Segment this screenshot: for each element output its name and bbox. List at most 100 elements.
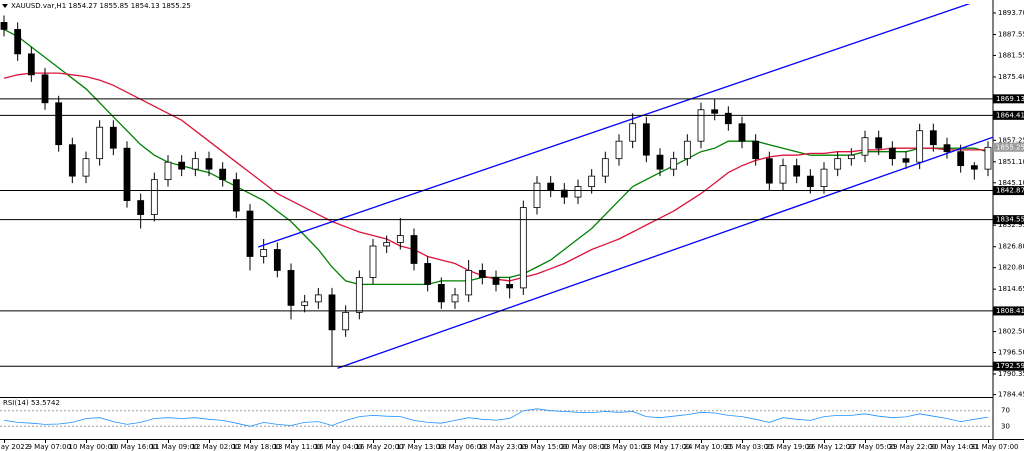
- level-label: 1792.59: [996, 362, 1024, 370]
- candle-body: [806, 175, 814, 188]
- candle-body: [793, 165, 801, 177]
- candle-body: [205, 158, 213, 170]
- rsi-tick-label: 70: [1001, 407, 1010, 415]
- candle-body: [656, 154, 664, 170]
- x-tick-label: 29 May 22:00: [889, 443, 937, 451]
- candle-body: [109, 126, 117, 149]
- candle-body: [875, 137, 883, 149]
- candle-body: [560, 189, 568, 198]
- level-label-box: [993, 215, 1024, 225]
- x-tick-label: 11 May 09:00: [151, 443, 199, 451]
- candle-body: [355, 277, 363, 313]
- plot-area: [0, 4, 993, 369]
- level-label: 1864.41: [996, 111, 1024, 119]
- candle-body: [929, 130, 937, 146]
- x-tick-label: 10 May 16:00: [110, 443, 158, 451]
- moving-average: [3, 72, 988, 282]
- x-tick-label: 9 May 07:00: [28, 443, 72, 451]
- candle-body: [328, 294, 336, 331]
- level-label-box: [993, 186, 1024, 196]
- candle-body: [711, 109, 719, 114]
- x-tick-label: 12 May 18:00: [233, 443, 281, 451]
- candle-body: [943, 144, 951, 153]
- candle-body: [191, 158, 199, 170]
- candle-body: [14, 29, 22, 55]
- y-tick-label: 1814.65: [998, 285, 1024, 293]
- candle-body: [55, 102, 63, 146]
- candle-body: [916, 130, 924, 163]
- y-tick-label: 1826.80: [998, 243, 1024, 251]
- candle-body: [547, 182, 555, 191]
- candle-body: [533, 182, 541, 208]
- candle-body: [123, 147, 131, 201]
- y-tick-label: 1857.25: [998, 136, 1024, 144]
- menu-arrow: [2, 4, 8, 8]
- candle-body: [574, 186, 582, 198]
- candle-body: [683, 140, 691, 160]
- candle-body: [834, 158, 842, 170]
- candle-body: [137, 200, 145, 215]
- y-tick-label: 1875.40: [998, 73, 1024, 81]
- candle-body: [437, 284, 445, 303]
- x-tick-label: 24 May 10:00: [684, 443, 732, 451]
- level-label-box: [993, 361, 1024, 371]
- candle-body: [164, 161, 172, 181]
- x-tick-label: 25 May 03:00: [725, 443, 773, 451]
- level-label: 1834.55: [996, 216, 1024, 224]
- level-label-box: [993, 94, 1024, 104]
- x-tick-label: 25 May 19:00: [766, 443, 814, 451]
- last-price-label: 1855.25: [996, 143, 1024, 151]
- x-tick-label: 13 May 11:00: [274, 443, 322, 451]
- candle-body: [68, 144, 76, 177]
- x-tick-label: 18 May 23:00: [479, 443, 527, 451]
- candle-body: [492, 277, 500, 285]
- x-tick-label: 23 May 01:00: [602, 443, 650, 451]
- level-label: 1869.13: [996, 95, 1024, 103]
- x-tick-label: 23 May 17:00: [643, 443, 691, 451]
- y-tick-label: 1893.70: [998, 9, 1024, 17]
- candle-body: [342, 311, 350, 331]
- trend-line: [257, 4, 971, 248]
- x-tick-label: 12 May 02:00: [192, 443, 240, 451]
- y-tick-label: 1832.95: [998, 221, 1024, 229]
- y-tick-label: 1802.50: [998, 328, 1024, 336]
- rsi-tick-label: 30: [1001, 422, 1010, 430]
- candle-body: [820, 168, 828, 188]
- level-label-box: [993, 306, 1024, 316]
- candle-body: [588, 175, 596, 188]
- level-label: 1808.41: [996, 307, 1024, 315]
- y-tick-label: 1790.35: [998, 370, 1024, 378]
- level-label-box: [993, 110, 1024, 120]
- candle-body: [232, 179, 240, 212]
- x-tick-label: 20 May 08:00: [561, 443, 609, 451]
- candle-body: [765, 158, 773, 184]
- x-tick-label: 10 May 00:00: [69, 443, 117, 451]
- y-tick-label: 1784.45: [998, 391, 1024, 399]
- candle-body: [301, 301, 309, 306]
- y-tick-label: 1845.10: [998, 179, 1024, 187]
- candle-body: [478, 270, 486, 278]
- y-tick-label: 1796.50: [998, 349, 1024, 357]
- candle-body: [410, 235, 418, 264]
- candle-body: [697, 109, 705, 142]
- candle-body: [219, 168, 227, 181]
- candle-body: [0, 22, 8, 30]
- candle-body: [41, 74, 49, 104]
- candle-body: [314, 294, 322, 303]
- candle-body: [724, 112, 732, 125]
- candle-body: [984, 146, 992, 170]
- x-tick-label: 16 May 20:00: [356, 443, 404, 451]
- x-tick-label: 6 May 2022: [0, 443, 29, 451]
- rsi-title: RSI(14) 53.5742: [3, 399, 60, 407]
- candle-body: [383, 242, 391, 247]
- moving-average: [3, 28, 989, 286]
- candle-body: [847, 154, 855, 160]
- x-tick-label: 17 May 13:00: [397, 443, 445, 451]
- candle-body: [970, 165, 978, 170]
- candle-body: [369, 245, 377, 278]
- candle-body: [601, 158, 609, 177]
- trend-line: [337, 136, 993, 369]
- candle-body: [629, 123, 637, 142]
- candle-body: [82, 158, 90, 177]
